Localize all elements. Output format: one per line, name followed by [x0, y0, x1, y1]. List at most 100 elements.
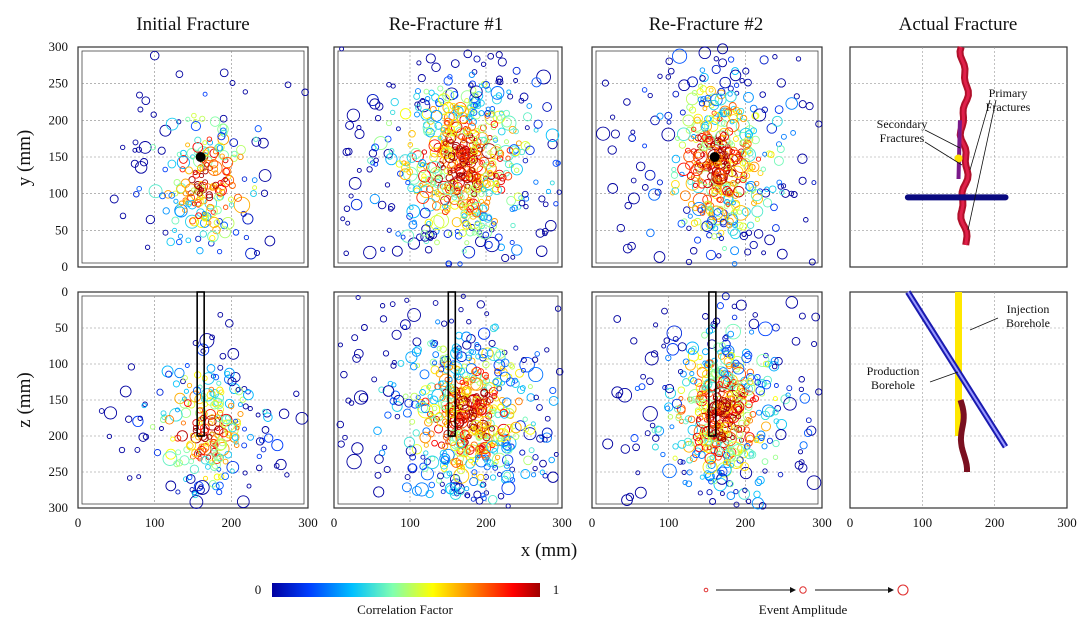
event-point: [625, 492, 635, 502]
event-point: [708, 206, 715, 213]
event-point: [383, 465, 391, 474]
event-point: [473, 55, 481, 63]
event-point: [404, 161, 410, 167]
x-tick-label: 0: [331, 515, 338, 530]
event-point: [411, 444, 423, 455]
event-point: [497, 433, 511, 447]
event-point: [453, 467, 470, 484]
event-point: [478, 446, 484, 452]
event-point: [228, 196, 234, 203]
event-point: [373, 157, 379, 164]
event-point: [651, 427, 658, 434]
event-point: [483, 161, 492, 170]
event-point: [793, 93, 800, 100]
event-point: [527, 384, 533, 390]
event-point: [722, 460, 728, 466]
event-point: [795, 56, 802, 62]
event-point: [538, 195, 546, 203]
event-point: [735, 178, 741, 184]
event-point: [232, 229, 240, 236]
event-point: [620, 444, 631, 454]
event-point: [175, 459, 183, 467]
event-point: [686, 456, 693, 464]
event-point: [162, 229, 169, 236]
event-point: [672, 90, 680, 98]
event-point: [811, 312, 821, 322]
event-point: [391, 359, 397, 366]
event-point: [683, 206, 691, 214]
event-point: [415, 394, 421, 400]
event-point: [798, 312, 806, 320]
event-point: [368, 149, 378, 158]
event-point: [252, 185, 258, 191]
event-point: [464, 240, 470, 246]
event-point: [176, 151, 183, 158]
event-point: [499, 371, 511, 383]
event-point: [717, 43, 729, 55]
event-point: [261, 426, 270, 434]
event-point: [209, 334, 215, 341]
event-point: [487, 52, 495, 60]
event-point: [476, 380, 482, 386]
event-point: [790, 191, 798, 198]
event-point: [202, 475, 209, 481]
event-point: [712, 112, 721, 120]
event-point: [542, 473, 548, 479]
event-point: [462, 245, 476, 259]
event-point: [511, 379, 520, 388]
event-point: [130, 159, 139, 168]
event-point: [187, 193, 196, 202]
event-point: [753, 180, 760, 187]
event-point: [745, 229, 753, 236]
event-point: [465, 209, 472, 216]
event-point: [417, 74, 426, 83]
event-point: [758, 502, 767, 510]
event-point: [150, 111, 157, 118]
event-point: [715, 440, 722, 446]
event-point: [424, 418, 433, 427]
event-point: [506, 377, 516, 387]
event-point: [258, 137, 269, 149]
event-point: [405, 351, 418, 364]
event-point: [103, 406, 118, 420]
event-point: [185, 474, 196, 484]
event-point: [760, 166, 766, 172]
event-point: [475, 496, 484, 505]
event-point: [431, 339, 439, 347]
event-point: [774, 105, 784, 114]
event-point: [236, 495, 250, 509]
event-point: [700, 96, 707, 103]
event-point: [709, 498, 717, 505]
event-point: [206, 434, 213, 440]
event-point: [469, 156, 477, 164]
event-point: [216, 380, 222, 386]
event-point: [707, 460, 716, 469]
event-point: [141, 96, 151, 106]
event-point: [340, 216, 346, 222]
event-point: [704, 94, 712, 102]
event-point: [394, 413, 401, 420]
event-point: [697, 207, 704, 213]
event-point: [683, 437, 692, 446]
event-point: [754, 478, 763, 487]
event-point: [491, 94, 502, 105]
event-point: [432, 360, 438, 366]
event-point: [717, 466, 728, 477]
event-point: [507, 93, 514, 100]
event-point: [472, 366, 482, 376]
event-point: [726, 491, 736, 500]
event-point: [456, 199, 463, 206]
event-point: [687, 76, 698, 88]
event-point: [763, 352, 769, 359]
event-point: [780, 183, 787, 189]
event-point: [656, 179, 663, 186]
event-point: [98, 408, 105, 414]
event-point: [137, 415, 143, 421]
event-point: [661, 307, 668, 315]
event-point: [524, 125, 530, 131]
event-point: [165, 448, 177, 460]
event-point: [724, 110, 731, 117]
event-point: [207, 230, 219, 243]
event-point: [162, 166, 168, 173]
event-point: [710, 115, 721, 125]
